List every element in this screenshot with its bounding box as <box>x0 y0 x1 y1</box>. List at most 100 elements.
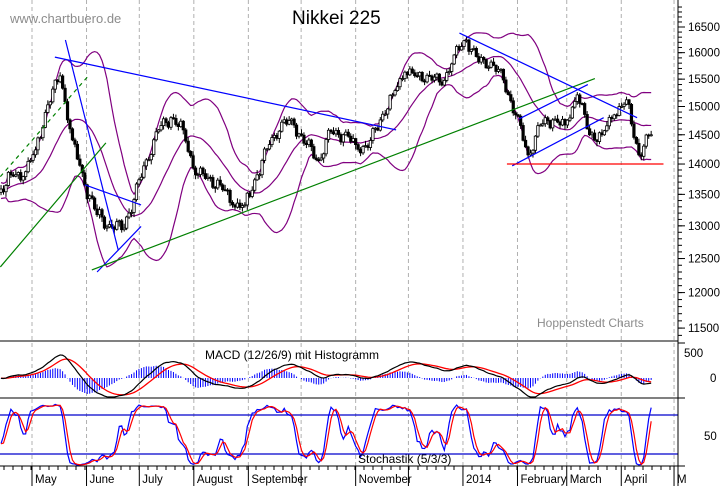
candle-body <box>506 91 510 95</box>
candle-body <box>159 125 163 131</box>
candle-body <box>240 205 244 208</box>
candle-body <box>523 139 528 148</box>
y-tick-label: 13000 <box>688 221 720 233</box>
candle-body <box>588 128 592 136</box>
candle-body <box>107 224 111 228</box>
y-tick-label: 14500 <box>688 130 720 142</box>
stochastic-d-line <box>0 404 652 466</box>
candle-body <box>312 146 316 159</box>
candle-body <box>68 119 72 130</box>
candle-body <box>9 171 13 176</box>
candle-body <box>491 61 496 66</box>
candle-body <box>93 197 97 210</box>
stochastic-label: Stochastik (5/3/3) <box>358 452 451 466</box>
candle-body <box>154 131 158 141</box>
candle-body <box>28 159 33 162</box>
candle-body <box>233 204 237 208</box>
candle-body <box>452 54 456 65</box>
candle-body <box>117 220 121 223</box>
month-gridlines <box>31 0 675 466</box>
candle-body <box>351 138 355 142</box>
candle-body <box>371 128 375 141</box>
candle-body <box>423 80 427 83</box>
candle-body <box>398 78 402 88</box>
candle-body <box>336 129 341 135</box>
candle-body <box>363 145 368 148</box>
candle-body <box>230 202 235 206</box>
candle-body <box>218 179 222 186</box>
candle-body <box>26 160 30 173</box>
candle-body <box>243 204 247 207</box>
candle-body <box>297 133 301 137</box>
candle-body <box>563 118 567 126</box>
candle-body <box>361 146 365 154</box>
candle-body <box>639 154 643 157</box>
candle-body <box>578 94 582 104</box>
macd-panel <box>0 354 652 398</box>
stochastic-tick-50: 50 <box>704 431 717 443</box>
candle-body <box>186 140 190 152</box>
candle-body <box>331 131 336 135</box>
x-tick-label: 2014 <box>466 474 492 486</box>
candle-body <box>393 90 397 96</box>
candle-body <box>294 124 299 137</box>
candle-body <box>533 135 538 151</box>
candle-body <box>226 189 230 192</box>
candle-body <box>472 48 476 50</box>
candle-body <box>142 165 146 178</box>
candle-body <box>326 129 331 140</box>
candle-body <box>602 130 606 136</box>
stochastic-k-line <box>0 403 652 466</box>
candle-body <box>430 75 434 81</box>
candle-body <box>235 202 240 208</box>
source-label: Hoppenstedt Charts <box>537 316 644 330</box>
candle-body <box>447 71 451 73</box>
x-axis: May June July August September November 2014 Fe… <box>3 466 687 486</box>
candle-body <box>482 57 486 61</box>
candle-body <box>388 94 392 110</box>
candle-body <box>24 171 28 178</box>
candle-body <box>201 167 205 175</box>
candle-body <box>551 119 555 129</box>
candle-body <box>90 195 94 199</box>
candle-body <box>612 114 616 120</box>
candle-body <box>285 119 289 125</box>
candle-body <box>479 57 483 63</box>
candle-body <box>605 125 609 132</box>
candle-body <box>122 227 126 231</box>
candle-body <box>408 68 412 76</box>
candle-body <box>514 112 518 116</box>
candle-body <box>292 118 296 126</box>
candle-body <box>632 123 636 138</box>
candle-body <box>644 134 648 147</box>
candle-body <box>637 142 641 156</box>
blue-trendline <box>64 39 119 251</box>
candle-body <box>383 113 387 116</box>
candle-body <box>287 120 291 125</box>
candle-body <box>349 135 353 142</box>
candle-body <box>356 144 360 150</box>
candle-body <box>280 121 284 132</box>
candle-body <box>16 172 20 176</box>
candle-body <box>354 138 358 145</box>
y-tick-label: 15500 <box>688 74 720 86</box>
candle-body <box>137 179 141 185</box>
candle-body <box>206 176 210 179</box>
candle-body <box>558 121 562 126</box>
candle-body <box>580 103 584 105</box>
candle-body <box>560 118 565 126</box>
candle-body <box>166 122 171 128</box>
candle-body <box>395 86 400 91</box>
y-tick-label: 13500 <box>688 189 720 201</box>
candle-body <box>565 119 570 126</box>
x-tick-label: March <box>570 474 602 486</box>
candle-body <box>53 79 57 90</box>
candle-body <box>255 174 259 181</box>
y-axis: 16500 16000 15500 15000 14500 14000 13500 13000… <box>678 6 720 467</box>
bollinger-middle <box>0 55 652 217</box>
candle-body <box>622 103 626 107</box>
candle-body <box>171 117 176 120</box>
candle-body <box>307 139 311 145</box>
candle-body <box>1 188 6 193</box>
candle-body <box>213 186 217 189</box>
